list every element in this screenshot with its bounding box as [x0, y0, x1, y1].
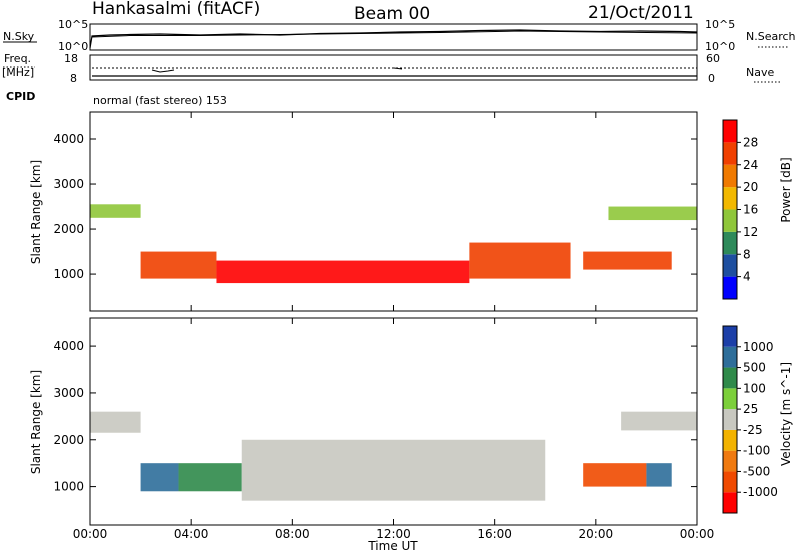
y-tick-label: 1000	[53, 267, 84, 281]
power-band-layer	[90, 204, 697, 284]
freq-left-tick-low: 8	[70, 72, 77, 85]
colorbar-tick-label: 8	[743, 247, 751, 261]
noise-left-tick-low: 10^0	[58, 40, 88, 53]
noise-right-tick-low: 10^0	[705, 40, 735, 53]
noise-left-tick-high: 10^5	[58, 18, 88, 31]
velocity-tick-layer: 1000 2000 3000 4000	[53, 339, 697, 494]
colorbar-swatch	[723, 326, 737, 347]
power-tick-layer: 1000 2000 3000 4000	[53, 132, 697, 281]
y-tick-label: 2000	[53, 433, 84, 447]
scatter-band-1	[140, 251, 217, 279]
power-panel: 1000 2000 3000 4000 Slant Range [km] 28 24 20…	[29, 111, 793, 312]
y-tick-label: 4000	[53, 132, 84, 146]
velocity-band-layer	[90, 411, 697, 501]
scatter-band-2	[178, 463, 242, 492]
colorbar-tick-label: 28	[743, 135, 758, 149]
nsky-label: N.Sky	[3, 30, 35, 43]
freq-left-tick-high: 18	[64, 52, 78, 65]
freq-right-tick-high: 60	[706, 52, 720, 65]
scatter-band-0	[90, 411, 141, 433]
x-tick-label: 12:00	[376, 527, 411, 541]
scatter-band-2	[216, 260, 470, 284]
colorbar-swatch	[723, 142, 737, 165]
freq-right-tick-low: 0	[708, 72, 715, 85]
velocity-colorbar-label: Velocity [m s^-1]	[779, 362, 793, 466]
colorbar-swatch	[723, 231, 737, 255]
colorbar-swatch	[723, 492, 737, 513]
station-title: Hankasalmi (fitACF)	[92, 0, 260, 19]
scatter-band-3	[241, 439, 546, 501]
velocity-panel: 1000 2000 3000 4000 Slant Range [km] 1000 50…	[29, 112, 793, 553]
x-tick-label: 00:00	[680, 527, 715, 541]
nsearch-label: N.Search	[746, 30, 796, 43]
colorbar-tick-label: -100	[743, 444, 770, 458]
scatter-band-4	[583, 463, 647, 487]
colorbar-tick-label: 500	[743, 361, 766, 375]
noise-right-tick-high: 10^5	[705, 18, 735, 31]
colorbar-tick-label: 12	[743, 225, 758, 239]
freq-label-2: [MHz]	[2, 66, 34, 79]
velocity-colorbar: 1000 500 100 25 -25 -100 -500 -1000	[722, 325, 778, 514]
x-tick-label: 16:00	[477, 527, 512, 541]
colorbar-tick-label: -1000	[743, 485, 778, 499]
power-colorbar: 28 24 20 16 12 8 4	[722, 119, 758, 300]
y-tick-label: 3000	[53, 177, 84, 191]
colorbar-swatch	[723, 450, 737, 472]
y-tick-label: 1000	[53, 480, 84, 494]
colorbar-tick-label: -25	[743, 423, 763, 437]
x-tick-label: 08:00	[275, 527, 310, 541]
scatter-band-1	[140, 463, 179, 492]
colorbar-swatch	[723, 346, 737, 368]
time-xlabel: Time UT	[367, 539, 418, 553]
scatter-band-3	[469, 242, 571, 279]
beam-title: Beam 00	[354, 4, 430, 24]
colorbar-swatch	[723, 276, 737, 299]
colorbar-swatch	[723, 471, 737, 493]
colorbar-tick-label: 20	[743, 180, 758, 194]
frequency-strip: Freq. [MHz] 18 8 60 0 Nave CPID normal (…	[2, 52, 780, 107]
colorbar-swatch	[723, 388, 737, 410]
colorbar-tick-label: 16	[743, 203, 758, 217]
noise-strip: N.Sky 10^5 10^0 10^5 10^0 N.Search	[3, 18, 796, 53]
x-tick-label: 20:00	[579, 527, 614, 541]
freq-label-1: Freq.	[4, 52, 31, 65]
colorbar-swatch	[723, 429, 737, 451]
power-ylabel: Slant Range [km]	[29, 160, 43, 264]
colorbar-swatch	[723, 164, 737, 188]
power-colorbar-label: Power [dB]	[779, 157, 793, 222]
x-tick-label: 04:00	[174, 527, 209, 541]
scatter-band-0	[90, 204, 141, 218]
cpid-text: normal (fast stereo) 153	[93, 94, 227, 107]
cpid-label: CPID	[6, 90, 35, 103]
colorbar-swatch	[723, 187, 737, 210]
scatter-band-5	[646, 463, 672, 487]
colorbar-tick-label: -500	[743, 464, 770, 478]
colorbar-tick-label: 24	[743, 158, 758, 172]
colorbar-tick-label: 1000	[743, 340, 774, 354]
nave-label: Nave	[746, 66, 774, 79]
colorbar-swatch	[723, 120, 737, 143]
colorbar-tick-label: 4	[743, 270, 751, 284]
colorbar-swatch	[723, 209, 737, 232]
colorbar-swatch	[723, 367, 737, 389]
velocity-ylabel: Slant Range [km]	[29, 370, 43, 474]
colorbar-frame	[722, 325, 738, 514]
x-tick-label: 00:00	[73, 527, 108, 541]
noise-search-trace	[91, 30, 698, 38]
y-tick-label: 2000	[53, 222, 84, 236]
time-axis: 00:00 04:00 08:00 12:00 16:00 20:00 00:00	[73, 112, 715, 541]
date-title: 21/Oct/2011	[588, 3, 694, 23]
colorbar-tick-label: 100	[743, 381, 766, 395]
scatter-band-6	[621, 411, 697, 431]
colorbar-tick-label: 25	[743, 402, 758, 416]
colorbar-swatch	[723, 254, 737, 277]
colorbar-swatch	[723, 409, 737, 430]
scatter-band-4	[583, 251, 672, 270]
y-tick-label: 3000	[53, 386, 84, 400]
scatter-band-5	[608, 206, 697, 221]
y-tick-label: 4000	[53, 339, 84, 353]
